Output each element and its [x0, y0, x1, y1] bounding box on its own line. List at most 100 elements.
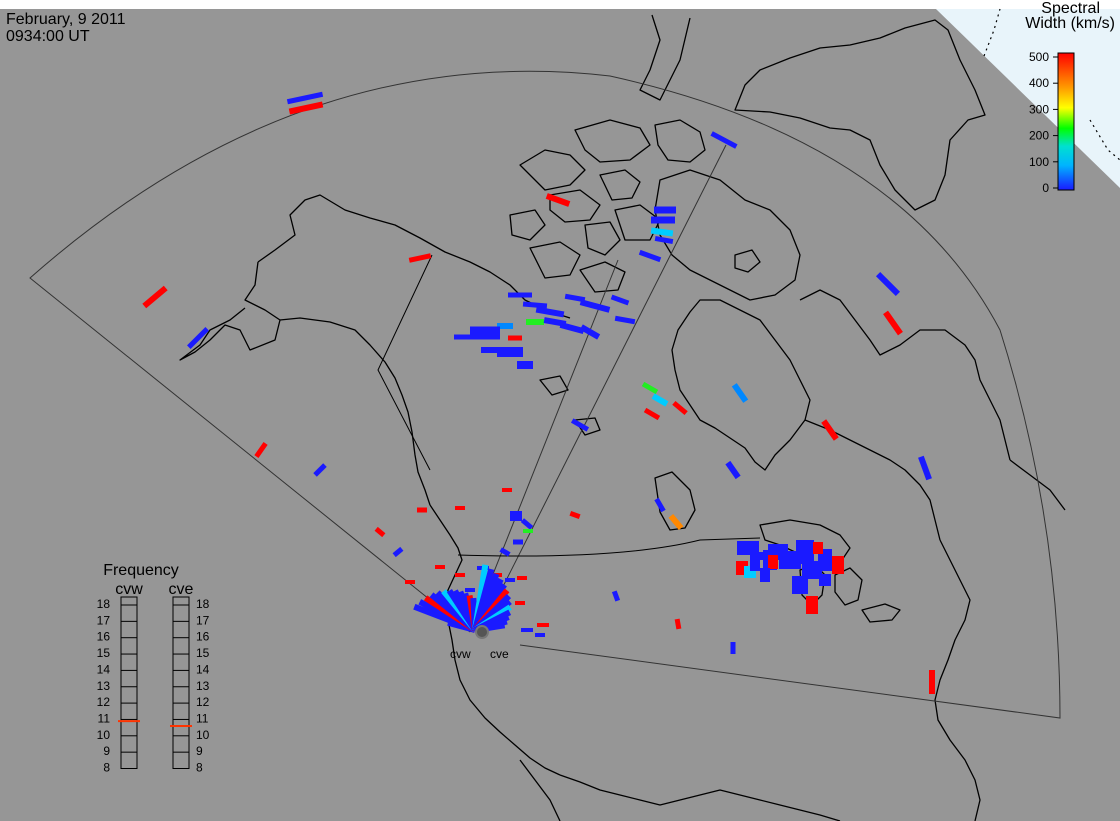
backscatter-cell — [760, 568, 770, 582]
backscatter-cell — [918, 455, 932, 481]
backscatter-cell — [408, 253, 432, 263]
alaska-coastline — [179, 261, 281, 361]
backscatter-cells — [142, 91, 935, 694]
backscatter-cell — [792, 576, 808, 594]
colorbar-title-line1: Spectral — [1041, 0, 1100, 17]
backscatter-cell — [523, 529, 533, 533]
backscatter-cell — [579, 299, 611, 313]
mexico-coastline — [519, 759, 561, 821]
backscatter-cell — [288, 101, 324, 115]
frequency-tick-label: 10 — [196, 728, 210, 742]
backscatter-cell — [710, 131, 738, 149]
lake — [654, 471, 696, 531]
backscatter-cell — [929, 670, 935, 694]
backscatter-cell — [643, 407, 661, 421]
backscatter-cell — [832, 556, 844, 574]
frequency-tick-label: 15 — [196, 646, 210, 660]
backscatter-cell — [497, 347, 523, 357]
frequency-scales: 18 17 16 15 14 13 12 11 10 9 8 18 17 16 15 14 13 12 11 10 9 8 — [97, 596, 210, 775]
alaska-coastline — [257, 194, 571, 319]
frequency-tick-label: 12 — [196, 695, 210, 709]
great-lakes — [861, 603, 901, 623]
coastlines — [179, 14, 1066, 821]
frequency-tick-label: 11 — [98, 711, 111, 725]
colorbar-tick-label: 200 — [1029, 129, 1049, 143]
radar-fov-outlines — [29, 70, 1061, 719]
gulf-coastline — [559, 774, 841, 821]
fov-outer-boundary — [29, 70, 1061, 719]
backscatter-cell — [313, 463, 327, 477]
backscatter-cell — [779, 551, 801, 569]
backscatter-cell — [454, 334, 476, 340]
backscatter-cell — [545, 193, 571, 207]
backscatter-cell — [569, 510, 581, 520]
bc-coastline — [429, 504, 561, 776]
backscatter-cell — [654, 235, 674, 245]
backscatter-cell — [668, 513, 684, 531]
backscatter-cell — [802, 561, 822, 579]
backscatter-cell — [818, 549, 832, 571]
backscatter-cell — [455, 506, 465, 510]
backscatter-cell — [750, 553, 760, 571]
backscatter-cell — [535, 306, 565, 318]
frequency-tick-label: 9 — [103, 744, 110, 758]
backscatter-cell — [510, 511, 522, 521]
radar-label-cvw: cvw — [450, 647, 471, 661]
backscatter-cell — [819, 574, 831, 586]
greenland-coastline — [639, 14, 691, 101]
colorbar-tick-label: 0 — [1042, 181, 1049, 195]
arctic-island — [509, 209, 546, 241]
backscatter-cell — [470, 326, 500, 340]
backscatter-cell — [526, 319, 544, 325]
quebec-coastline — [804, 419, 941, 541]
frequency-tick-label: 9 — [196, 744, 203, 758]
frequency-tick-label: 11 — [196, 711, 209, 725]
backscatter-cell — [564, 293, 586, 303]
lake — [539, 375, 569, 396]
arctic-island — [584, 221, 621, 256]
frequency-scale-cve — [172, 596, 190, 769]
backscatter-cell — [392, 546, 404, 558]
colorbar-title-line2: Width (km/s) — [1025, 15, 1115, 32]
backscatter-cell — [883, 310, 903, 336]
frequency-scale-cvw — [120, 596, 138, 769]
backscatter-cell — [508, 292, 532, 298]
backscatter-cell — [796, 540, 814, 564]
backscatter-cell — [537, 623, 549, 627]
backscatter-cell — [499, 547, 511, 557]
frequency-tick-label: 14 — [196, 662, 210, 676]
baffin-island — [654, 169, 801, 301]
header-date: February, 9 2011 — [6, 11, 126, 28]
backscatter-cell — [806, 596, 818, 614]
radar-site-marker — [475, 625, 489, 639]
backscatter-cell — [875, 271, 901, 297]
backscatter-cell — [521, 628, 533, 632]
latitude-dotted-line — [983, 8, 1001, 57]
alaska-coastline — [279, 317, 431, 506]
backscatter-cell — [508, 335, 522, 341]
backscatter-cell — [517, 361, 533, 369]
backscatter-cell — [821, 419, 839, 441]
frequency-tick-label: 10 — [97, 728, 111, 742]
backscatter-cell — [651, 216, 675, 224]
colorbar-gradient — [1057, 52, 1075, 191]
hudson-bay-coastline — [671, 299, 811, 471]
east-coast — [934, 539, 981, 821]
radar-label-cve: cve — [490, 647, 509, 661]
frequency-tick-label: 18 — [196, 597, 210, 611]
colorbar-tick-label: 100 — [1029, 155, 1049, 169]
backscatter-cell — [374, 526, 386, 538]
labrador-coastline — [799, 289, 1011, 461]
backscatter-cell — [650, 227, 674, 237]
colorbar-legend: Spectral Width (km/s) 500 400 300 200 100 0 — [1025, 0, 1115, 195]
frequency-tick-label: 18 — [97, 597, 111, 611]
fov-beam-edge — [479, 144, 727, 633]
backscatter-cell — [730, 642, 736, 654]
frequency-tick-label: 17 — [97, 613, 111, 627]
us-canada-border — [457, 537, 761, 557]
backscatter-cell — [435, 565, 445, 569]
backscatter-cell — [651, 393, 669, 407]
backscatter-cell — [654, 206, 676, 214]
